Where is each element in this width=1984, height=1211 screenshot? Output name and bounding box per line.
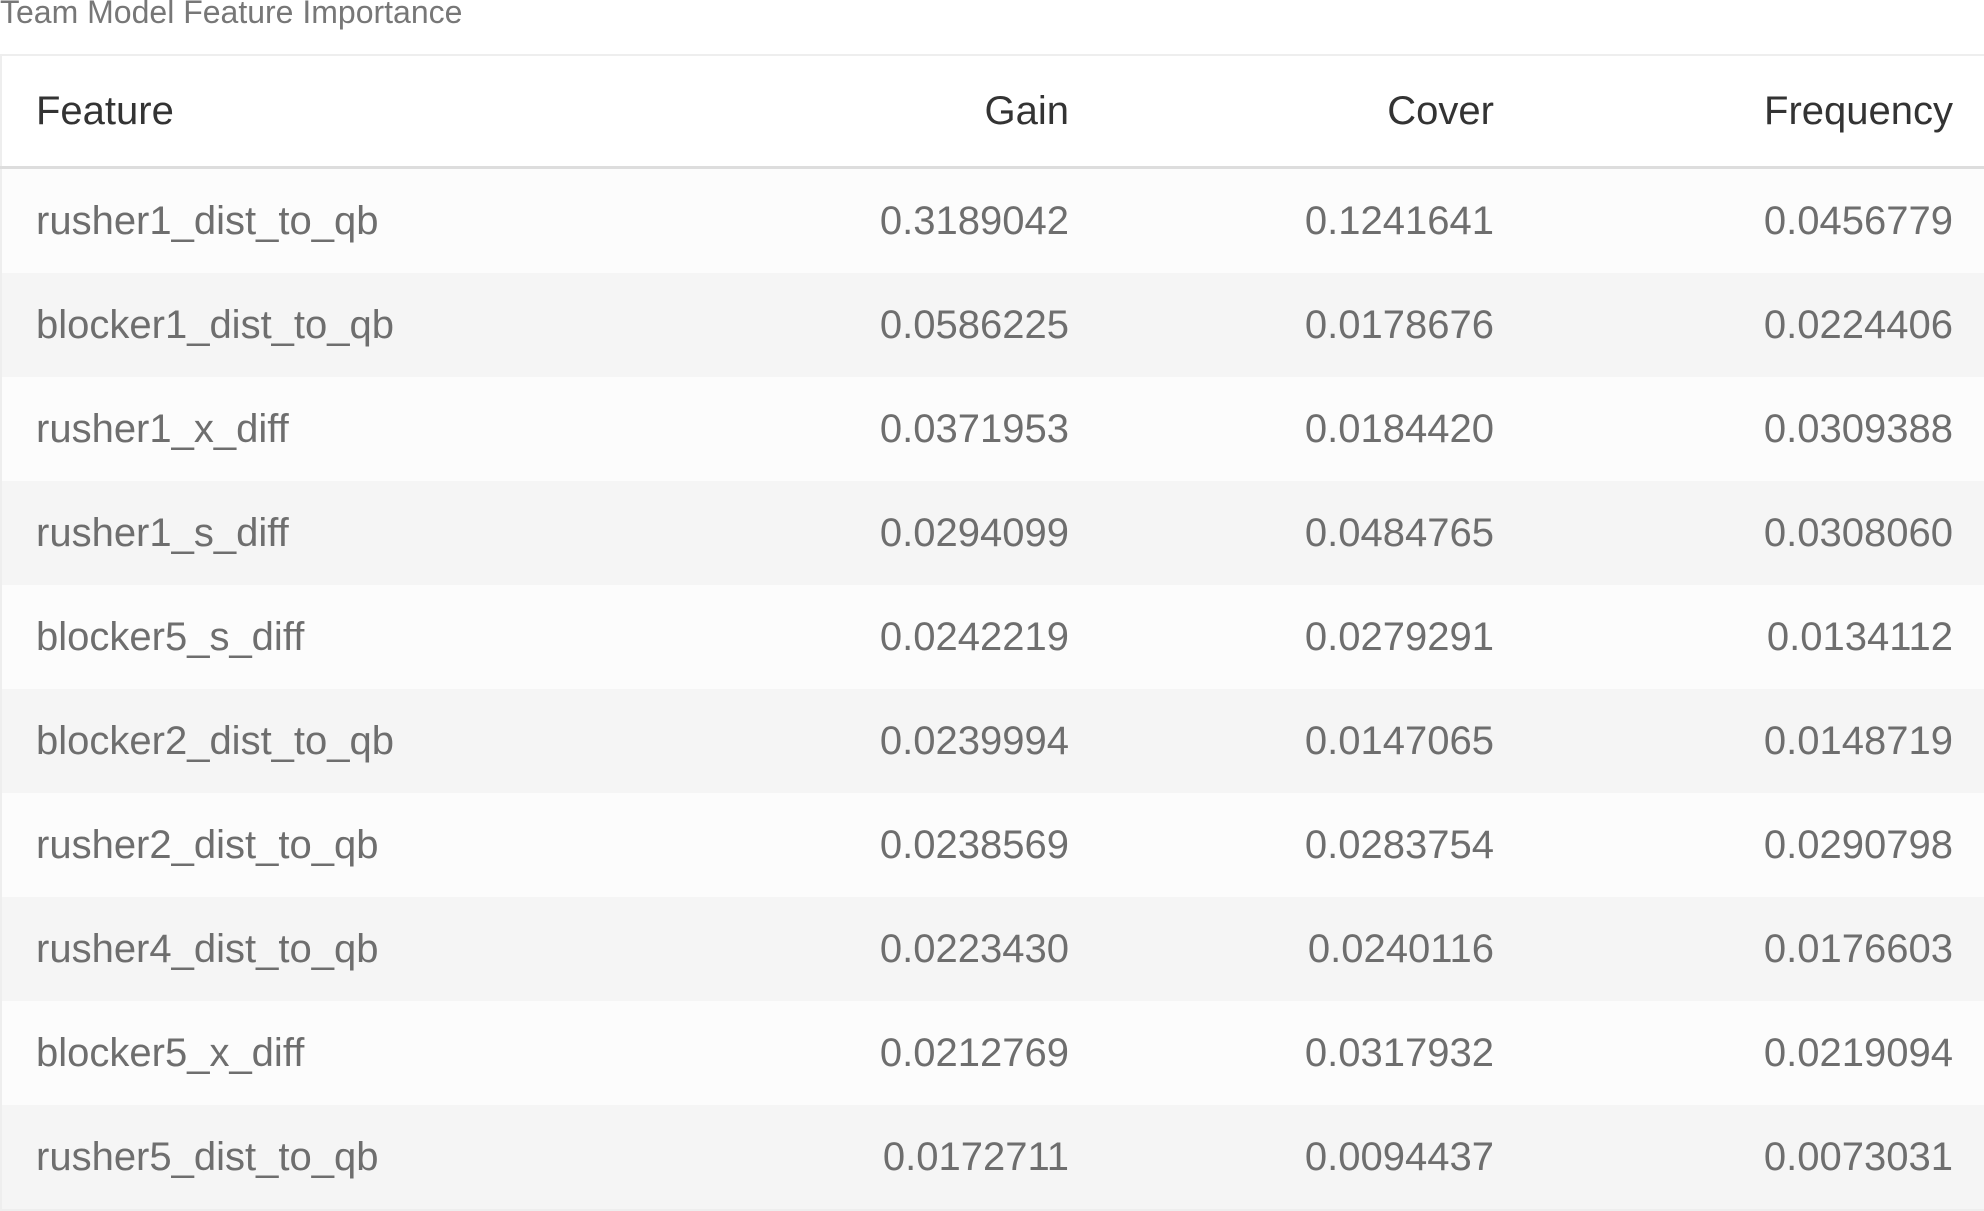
cell-gain: 0.0172711 xyxy=(776,1105,1101,1210)
cell-frequency: 0.0219094 xyxy=(1526,1001,1984,1105)
cell-cover: 0.0184420 xyxy=(1101,377,1526,481)
table-row: rusher2_dist_to_qb 0.0238569 0.0283754 0… xyxy=(1,793,1984,897)
cell-cover: 0.0279291 xyxy=(1101,585,1526,689)
column-header-feature: Feature xyxy=(1,55,776,169)
cell-frequency: 0.0073031 xyxy=(1526,1105,1984,1210)
cell-frequency: 0.0308060 xyxy=(1526,481,1984,585)
table-row: blocker5_s_diff 0.0242219 0.0279291 0.01… xyxy=(1,585,1984,689)
cell-gain: 0.0212769 xyxy=(776,1001,1101,1105)
cell-feature: blocker2_dist_to_qb xyxy=(1,689,776,793)
header-row: Feature Gain Cover Frequency xyxy=(1,55,1984,169)
cell-feature: rusher1_dist_to_qb xyxy=(1,167,776,273)
cell-feature: rusher2_dist_to_qb xyxy=(1,793,776,897)
table-body: rusher1_dist_to_qb 0.3189042 0.1241641 0… xyxy=(1,167,1984,1210)
cell-feature: rusher5_dist_to_qb xyxy=(1,1105,776,1210)
cell-gain: 0.0223430 xyxy=(776,897,1101,1001)
cell-feature: blocker1_dist_to_qb xyxy=(1,273,776,377)
cell-frequency: 0.0290798 xyxy=(1526,793,1984,897)
cell-feature: rusher1_x_diff xyxy=(1,377,776,481)
cell-frequency: 0.0224406 xyxy=(1526,273,1984,377)
cell-frequency: 0.0309388 xyxy=(1526,377,1984,481)
table-caption: Team Model Feature Importance xyxy=(0,0,463,30)
cell-cover: 0.0484765 xyxy=(1101,481,1526,585)
feature-importance-table-container: Feature Gain Cover Frequency rusher1_dis… xyxy=(0,54,1984,1211)
table-row: rusher4_dist_to_qb 0.0223430 0.0240116 0… xyxy=(1,897,1984,1001)
cell-gain: 0.3189042 xyxy=(776,167,1101,273)
cell-gain: 0.0242219 xyxy=(776,585,1101,689)
cell-frequency: 0.0148719 xyxy=(1526,689,1984,793)
column-header-gain: Gain xyxy=(776,55,1101,169)
table-row: rusher1_dist_to_qb 0.3189042 0.1241641 0… xyxy=(1,167,1984,273)
cell-feature: blocker5_x_diff xyxy=(1,1001,776,1105)
cell-feature: rusher4_dist_to_qb xyxy=(1,897,776,1001)
table-row: rusher5_dist_to_qb 0.0172711 0.0094437 0… xyxy=(1,1105,1984,1210)
column-header-frequency: Frequency xyxy=(1526,55,1984,169)
cell-feature: rusher1_s_diff xyxy=(1,481,776,585)
table-row: rusher1_x_diff 0.0371953 0.0184420 0.030… xyxy=(1,377,1984,481)
cell-cover: 0.0147065 xyxy=(1101,689,1526,793)
cell-gain: 0.0239994 xyxy=(776,689,1101,793)
cell-gain: 0.0294099 xyxy=(776,481,1101,585)
cell-frequency: 0.0176603 xyxy=(1526,897,1984,1001)
cell-gain: 0.0371953 xyxy=(776,377,1101,481)
cell-frequency: 0.0134112 xyxy=(1526,585,1984,689)
table-header: Feature Gain Cover Frequency xyxy=(1,55,1984,169)
cell-frequency: 0.0456779 xyxy=(1526,167,1984,273)
cell-feature: blocker5_s_diff xyxy=(1,585,776,689)
table-row: blocker5_x_diff 0.0212769 0.0317932 0.02… xyxy=(1,1001,1984,1105)
cell-gain: 0.0586225 xyxy=(776,273,1101,377)
column-header-cover: Cover xyxy=(1101,55,1526,169)
table-row: rusher1_s_diff 0.0294099 0.0484765 0.030… xyxy=(1,481,1984,585)
cell-cover: 0.0240116 xyxy=(1101,897,1526,1001)
cell-gain: 0.0238569 xyxy=(776,793,1101,897)
cell-cover: 0.0094437 xyxy=(1101,1105,1526,1210)
cell-cover: 0.1241641 xyxy=(1101,167,1526,273)
cell-cover: 0.0317932 xyxy=(1101,1001,1526,1105)
table-row: blocker1_dist_to_qb 0.0586225 0.0178676 … xyxy=(1,273,1984,377)
feature-importance-table: Feature Gain Cover Frequency rusher1_dis… xyxy=(0,54,1984,1211)
table-row: blocker2_dist_to_qb 0.0239994 0.0147065 … xyxy=(1,689,1984,793)
cell-cover: 0.0178676 xyxy=(1101,273,1526,377)
cell-cover: 0.0283754 xyxy=(1101,793,1526,897)
